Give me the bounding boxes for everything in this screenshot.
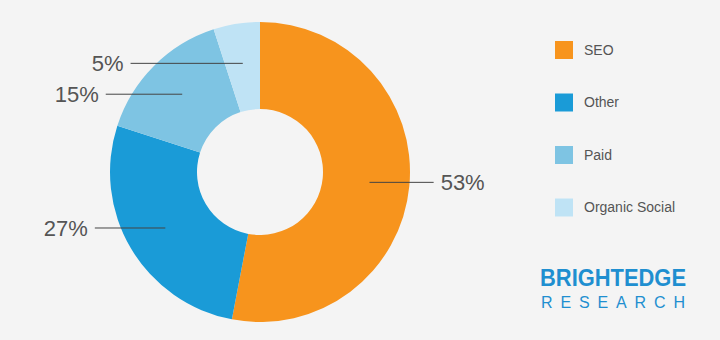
- chart: 53% 27% 15% 5% SEO Other Paid Organic Social BRI…: [0, 0, 720, 340]
- legend-label: SEO: [584, 42, 614, 58]
- slice: [214, 22, 260, 112]
- legend-label: Organic Social: [584, 199, 675, 215]
- donut: [110, 22, 410, 322]
- legend-swatch: [555, 94, 573, 112]
- legend-swatch: [555, 146, 573, 164]
- legend-swatch: [555, 41, 573, 59]
- logo: BRIGHTEDGE RESEARCH: [540, 264, 686, 311]
- logo-text: BRIGHTEDGE: [540, 264, 686, 291]
- data-label: 27%: [44, 216, 88, 241]
- data-label: 53%: [441, 170, 485, 195]
- legend: SEO Other Paid Organic Social: [555, 41, 675, 217]
- leader-line: [370, 182, 434, 183]
- legend-label: Paid: [584, 147, 612, 163]
- leader-line: [131, 63, 243, 64]
- data-label: 5%: [92, 51, 124, 76]
- background: [0, 0, 720, 340]
- data-labels: 53% 27% 15% 5%: [44, 51, 485, 241]
- slice: [110, 126, 248, 320]
- leader-line: [106, 94, 182, 95]
- leader-line: [95, 227, 165, 228]
- logo-subtext: RESEARCH: [541, 294, 685, 311]
- legend-swatch: [555, 199, 573, 217]
- legend-label: Other: [584, 94, 619, 110]
- data-label: 15%: [55, 82, 99, 107]
